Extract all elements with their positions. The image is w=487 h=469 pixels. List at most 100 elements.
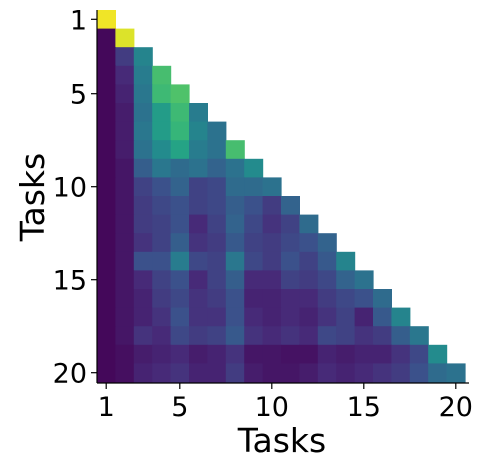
heatmap-cell-20-5 <box>170 363 190 383</box>
heatmap-cell-12-7 <box>207 214 227 234</box>
heatmap-cell-15-13 <box>317 270 337 290</box>
heatmap-cell-16-14 <box>336 289 356 309</box>
y-tick-label-1: 1 <box>70 5 87 36</box>
heatmap-cell-15-5 <box>170 270 190 290</box>
heatmap-cell-7-4 <box>152 121 172 141</box>
heatmap-cell-9-8 <box>225 158 245 178</box>
heatmap-cell-10-5 <box>170 177 190 197</box>
x-tick-label-15: 15 <box>347 392 381 423</box>
heatmap-cell-12-5 <box>170 214 190 234</box>
heatmap-cell-6-2 <box>115 103 135 123</box>
heatmap-cell-18-3 <box>133 326 153 346</box>
heatmap-cell-20-9 <box>244 363 264 383</box>
heatmap-cell-19-7 <box>207 344 227 364</box>
heatmap-cell-19-8 <box>225 344 245 364</box>
heatmap-cell-10-4 <box>152 177 172 197</box>
heatmap-cell-11-7 <box>207 196 227 216</box>
heatmap-cell-16-1 <box>97 289 116 309</box>
heatmap-cell-18-15 <box>354 326 374 346</box>
heatmap-cell-17-15 <box>354 307 374 327</box>
heatmap-cell-11-5 <box>170 196 190 216</box>
heatmap-cell-15-7 <box>207 270 227 290</box>
heatmap-cell-3-3 <box>133 47 153 67</box>
heatmap-cells <box>97 10 466 383</box>
heatmap-cell-18-6 <box>189 326 208 346</box>
heatmap-cell-18-11 <box>281 326 300 346</box>
heatmap-cell-17-13 <box>317 307 337 327</box>
heatmap-cell-6-3 <box>133 103 153 123</box>
heatmap-cell-12-2 <box>115 214 135 234</box>
y-axis-label: Tasks <box>13 153 52 242</box>
heatmap-cell-16-8 <box>225 289 245 309</box>
heatmap-cell-16-3 <box>133 289 153 309</box>
heatmap-cell-17-7 <box>207 307 227 327</box>
x-axis-label: Tasks <box>237 421 326 460</box>
heatmap-cell-19-15 <box>354 344 374 364</box>
heatmap-cell-12-1 <box>97 214 116 234</box>
heatmap-cell-20-11 <box>281 363 300 383</box>
heatmap-cell-20-2 <box>115 363 135 383</box>
heatmap-cell-8-6 <box>189 140 208 160</box>
heatmap-cell-19-3 <box>133 344 153 364</box>
heatmap-cell-11-8 <box>225 196 245 216</box>
y-tick-label-20: 20 <box>53 359 87 390</box>
heatmap-cell-13-9 <box>244 233 264 253</box>
heatmap-cell-2-2 <box>115 28 135 48</box>
heatmap-cell-16-6 <box>189 289 208 309</box>
heatmap-cell-15-12 <box>299 270 319 290</box>
heatmap-cell-9-2 <box>115 158 135 178</box>
heatmap-cell-20-18 <box>409 363 429 383</box>
heatmap-cell-12-6 <box>189 214 208 234</box>
heatmap-cell-13-4 <box>152 233 172 253</box>
heatmap-cell-12-9 <box>244 214 264 234</box>
x-tick-label-20: 20 <box>439 392 473 423</box>
heatmap-cell-19-18 <box>409 344 429 364</box>
heatmap-cell-16-5 <box>170 289 190 309</box>
heatmap-cell-9-4 <box>152 158 172 178</box>
heatmap-cell-14-12 <box>299 251 319 271</box>
heatmap-cell-11-3 <box>133 196 153 216</box>
heatmap-cell-3-2 <box>115 47 135 67</box>
heatmap-cell-20-10 <box>262 363 282 383</box>
heatmap-cell-17-17 <box>391 307 411 327</box>
heatmap-cell-20-3 <box>133 363 153 383</box>
heatmap-cell-20-6 <box>189 363 208 383</box>
heatmap-cell-18-1 <box>97 326 116 346</box>
heatmap-cell-9-3 <box>133 158 153 178</box>
heatmap-cell-10-1 <box>97 177 116 197</box>
heatmap-cell-19-2 <box>115 344 135 364</box>
heatmap-cell-5-5 <box>170 84 190 104</box>
heatmap-cell-15-15 <box>354 270 374 290</box>
heatmap-cell-12-4 <box>152 214 172 234</box>
heatmap-cell-14-1 <box>97 251 116 271</box>
heatmap-cell-5-3 <box>133 84 153 104</box>
heatmap-cell-18-10 <box>262 326 282 346</box>
heatmap-cell-19-11 <box>281 344 300 364</box>
heatmap-cell-14-10 <box>262 251 282 271</box>
heatmap-cell-20-17 <box>391 363 411 383</box>
heatmap-cell-16-7 <box>207 289 227 309</box>
heatmap-cell-16-2 <box>115 289 135 309</box>
heatmap-cell-4-4 <box>152 65 172 85</box>
heatmap-cell-20-15 <box>354 363 374 383</box>
heatmap-cell-15-3 <box>133 270 153 290</box>
heatmap-cell-15-14 <box>336 270 356 290</box>
heatmap-cell-11-2 <box>115 196 135 216</box>
heatmap-cell-20-13 <box>317 363 337 383</box>
heatmap-cell-12-12 <box>299 214 319 234</box>
heatmap-cell-16-16 <box>373 289 392 309</box>
heatmap-cell-19-14 <box>336 344 356 364</box>
heatmap-cell-13-5 <box>170 233 190 253</box>
heatmap-cell-17-14 <box>336 307 356 327</box>
heatmap-cell-4-2 <box>115 65 135 85</box>
heatmap-cell-14-14 <box>336 251 356 271</box>
heatmap-cell-16-11 <box>281 289 300 309</box>
heatmap-cell-5-4 <box>152 84 172 104</box>
heatmap-cell-13-2 <box>115 233 135 253</box>
heatmap-cell-14-5 <box>170 251 190 271</box>
heatmap-cell-15-10 <box>262 270 282 290</box>
heatmap-cell-18-17 <box>391 326 411 346</box>
heatmap-cell-10-3 <box>133 177 153 197</box>
heatmap-cell-14-4 <box>152 251 172 271</box>
